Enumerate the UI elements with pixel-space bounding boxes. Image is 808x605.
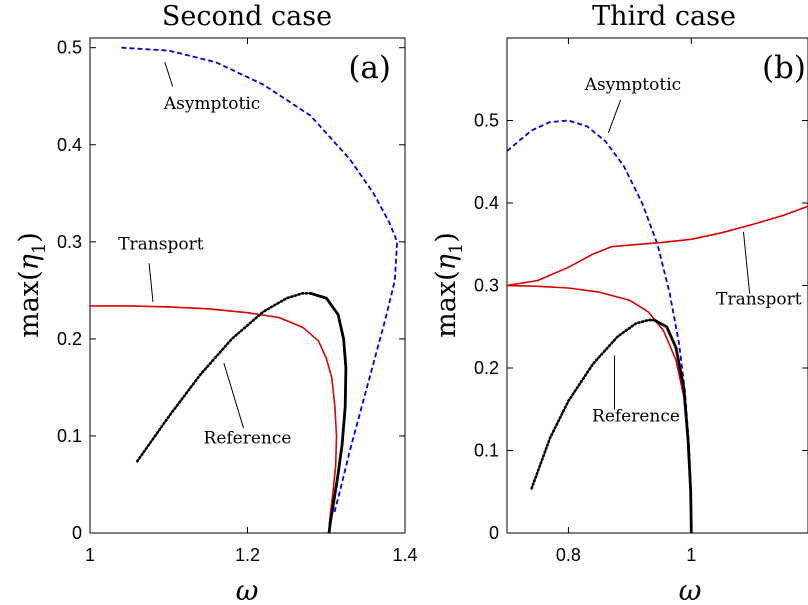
axis-ticks: 1 1.2 1.4 0 0.1 0.2 0.3 0.4 0.5 [57, 38, 418, 565]
plot-frame [507, 38, 808, 533]
annotation-label: Transport [716, 289, 802, 309]
x-axis-label: ω [679, 574, 702, 605]
y-tick-label: 0.2 [57, 329, 82, 349]
annotation-label: Transport [118, 235, 204, 255]
series-reference-stable [311, 293, 346, 533]
y-axis-label-suffix: ) [14, 232, 45, 243]
data-series [507, 121, 808, 534]
y-tick-label: 0.1 [57, 426, 82, 446]
chart-title: Third case [592, 1, 736, 32]
y-tick-label: 0 [489, 523, 499, 543]
panel-third-case: Third case (b) ω max(η1) 0.8 100.10.20.30… [431, 1, 808, 605]
x-axis-label: ω [236, 574, 259, 605]
y-axis-label-prefix: max( [14, 270, 45, 337]
y-tick-label: 0.5 [57, 38, 82, 58]
annotation-label: Asymptotic [584, 75, 681, 95]
y-axis-label: max(η1) [431, 232, 467, 338]
annotation-label: Reference [592, 407, 680, 427]
series-transport [90, 306, 337, 533]
annotation-label: Asymptotic [163, 94, 260, 114]
y-axis-label-prefix: max( [431, 270, 462, 337]
y-axis-label: max(η1) [14, 232, 50, 338]
y-tick-label: 0.3 [474, 276, 499, 296]
series-asymptotic [507, 121, 691, 484]
series-reference [532, 320, 655, 488]
y-axis-label-sub: 1 [29, 243, 50, 254]
y-tick-label: 0.4 [57, 135, 82, 155]
data-series [90, 48, 397, 533]
panel-second-case: Second case (a) ω max(η1) 1 1.2 1.400.10.2… [14, 1, 418, 605]
panel-label: (a) [348, 50, 391, 86]
annotation-leader-line [744, 232, 750, 294]
annotation-leader-line [165, 62, 173, 86]
panel-label: (b) [762, 50, 806, 86]
annotations: Asymptotic Transport Reference [118, 62, 291, 448]
y-tick-label: 0.1 [474, 441, 499, 461]
annotation-leader-line [224, 363, 244, 428]
annotations: Asymptotic Transport Reference [584, 75, 802, 427]
y-tick-label: 0.3 [57, 232, 82, 252]
annotation-leader-line [149, 263, 153, 302]
y-tick-label: 0.4 [474, 193, 499, 213]
y-axis-label-var: η [14, 254, 45, 270]
annotation-leader-line [608, 100, 620, 133]
y-tick-label: 0.2 [474, 358, 499, 378]
annotation-label: Reference [204, 429, 292, 449]
x-tick-label: 1.4 [392, 545, 417, 565]
chart-title: Second case [162, 1, 332, 32]
y-axis-label-suffix: ) [431, 232, 462, 243]
x-tick-label: 1.2 [235, 545, 260, 565]
y-tick-label: 0 [72, 523, 82, 543]
y-axis-label-var: η [431, 254, 462, 270]
y-axis-label-sub: 1 [446, 243, 467, 254]
x-tick-label: 1 [85, 545, 95, 565]
y-tick-label: 0.5 [474, 111, 499, 131]
x-tick-label: 0.8 [556, 545, 581, 565]
series-transport [507, 206, 808, 285]
x-tick-label: 1 [686, 545, 696, 565]
